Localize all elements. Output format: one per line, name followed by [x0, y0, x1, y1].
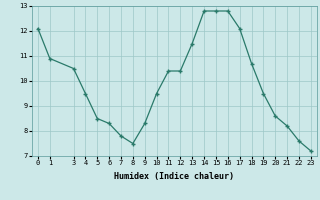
X-axis label: Humidex (Indice chaleur): Humidex (Indice chaleur): [115, 172, 234, 181]
